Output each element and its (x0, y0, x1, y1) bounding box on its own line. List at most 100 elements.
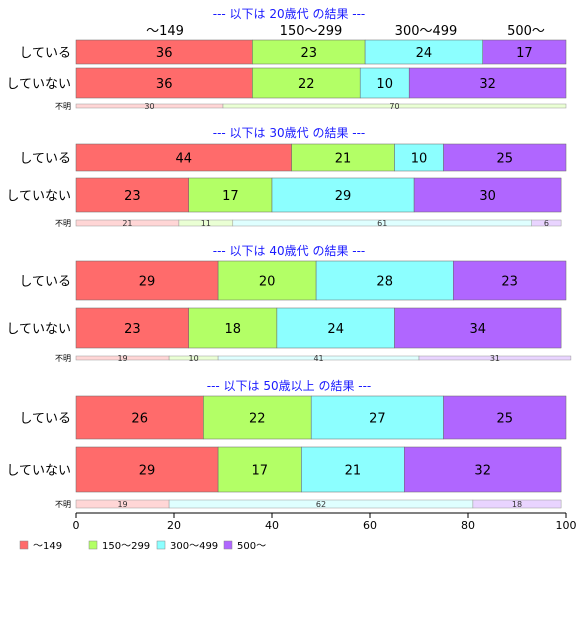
bar-segment (364, 39, 483, 65)
column-header-label: 300～499 (395, 24, 458, 39)
bar-segment (75, 67, 253, 99)
panel-title: --- 以下は 30歳代 の結果 --- (213, 126, 366, 140)
column-header-label: 500～ (507, 24, 545, 39)
bar-segment (203, 395, 312, 440)
bar-segment (301, 446, 405, 493)
bar-segment (252, 39, 366, 65)
legend-swatch (19, 540, 29, 550)
bar-segment (217, 446, 302, 493)
bar-value-label: 30 (479, 189, 496, 204)
legend-label: 150～299 (102, 541, 150, 552)
unknown-value-label: 62 (316, 500, 326, 509)
bar-segment (75, 177, 189, 213)
column-header-label: ～149 (146, 24, 184, 39)
bar-segment (404, 446, 562, 493)
bar-segment (188, 307, 278, 349)
bar-value-label: 36 (156, 77, 173, 92)
bar-segment (75, 395, 204, 440)
row-label: している (19, 46, 71, 61)
x-tick-label: 100 (556, 519, 577, 532)
unknown-value-label: 18 (512, 500, 522, 509)
unknown-row-label: 不明 (55, 102, 71, 111)
legend-label: 300～499 (170, 541, 218, 552)
unknown-value-label: 6 (544, 219, 549, 228)
x-tick-label: 80 (461, 519, 475, 532)
bar-value-label: 20 (259, 275, 276, 290)
bar-segment (252, 67, 361, 99)
bar-value-label: 32 (479, 77, 496, 92)
bar-value-label: 23 (124, 322, 141, 337)
bar-segment (443, 143, 567, 172)
row-label: していない (6, 189, 71, 204)
bar-value-label: 10 (376, 77, 393, 92)
panel-title: --- 以下は 20歳代 の結果 --- (213, 7, 366, 21)
bar-value-label: 29 (335, 189, 352, 204)
unknown-value-label: 10 (189, 354, 199, 363)
panel-title: --- 以下は 50歳以上 の結果 --- (207, 379, 372, 393)
bar-value-label: 23 (501, 275, 518, 290)
bar-value-label: 34 (470, 322, 487, 337)
bar-segment (443, 395, 567, 440)
bar-value-label: 23 (124, 189, 141, 204)
bar-value-label: 21 (335, 152, 352, 167)
column-header-label: 150～299 (280, 24, 343, 39)
row-label: している (19, 275, 71, 290)
bar-value-label: 27 (369, 412, 386, 427)
bar-value-label: 18 (225, 322, 242, 337)
row-label: している (19, 412, 71, 427)
legend-label: ～149 (33, 541, 62, 552)
bar-value-label: 32 (474, 464, 491, 479)
x-tick-label: 40 (265, 519, 279, 532)
bar-segment (75, 39, 253, 65)
unknown-value-label: 31 (490, 354, 500, 363)
unknown-value-label: 41 (313, 354, 323, 363)
bar-segment (75, 260, 219, 301)
bar-segment (217, 260, 317, 301)
bar-segment (315, 260, 454, 301)
unknown-bar-segment (531, 219, 562, 227)
unknown-value-label: 30 (144, 102, 154, 111)
bar-value-label: 22 (249, 412, 266, 427)
unknown-row-label: 不明 (55, 219, 71, 228)
legend-swatch (223, 540, 233, 550)
bar-segment (271, 177, 415, 213)
bar-value-label: 29 (139, 464, 156, 479)
bar-value-label: 17 (516, 46, 533, 61)
bar-value-label: 25 (496, 152, 513, 167)
unknown-bar-segment (222, 103, 567, 109)
bar-value-label: 24 (327, 322, 344, 337)
bar-segment (310, 395, 444, 440)
bar-value-label: 22 (298, 77, 315, 92)
bar-value-label: 17 (251, 464, 268, 479)
bar-segment (394, 307, 562, 349)
x-tick-label: 60 (363, 519, 377, 532)
x-tick-label: 0 (73, 519, 80, 532)
row-label: していない (6, 322, 71, 337)
bar-segment (75, 143, 292, 172)
unknown-value-label: 19 (117, 354, 127, 363)
unknown-value-label: 61 (377, 219, 387, 228)
bar-segment (276, 307, 395, 349)
bar-segment (408, 67, 567, 99)
row-label: している (19, 152, 71, 167)
panel-title: --- 以下は 40歳代 の結果 --- (213, 244, 366, 258)
bar-value-label: 21 (345, 464, 362, 479)
bar-segment (359, 67, 410, 99)
bar-value-label: 29 (139, 275, 156, 290)
bar-segment (75, 446, 219, 493)
row-label: していない (6, 464, 71, 479)
bar-value-label: 24 (416, 46, 433, 61)
legend-swatch (156, 540, 166, 550)
bar-segment (453, 260, 567, 301)
unknown-row-label: 不明 (55, 354, 71, 363)
bar-value-label: 10 (411, 152, 428, 167)
bar-value-label: 28 (376, 275, 393, 290)
bar-segment (75, 307, 189, 349)
bar-value-label: 36 (156, 46, 173, 61)
unknown-value-label: 70 (389, 102, 399, 111)
unknown-bar-segment (472, 499, 562, 509)
bar-value-label: 44 (176, 152, 193, 167)
unknown-bar-segment (418, 355, 572, 361)
x-tick-label: 20 (167, 519, 181, 532)
